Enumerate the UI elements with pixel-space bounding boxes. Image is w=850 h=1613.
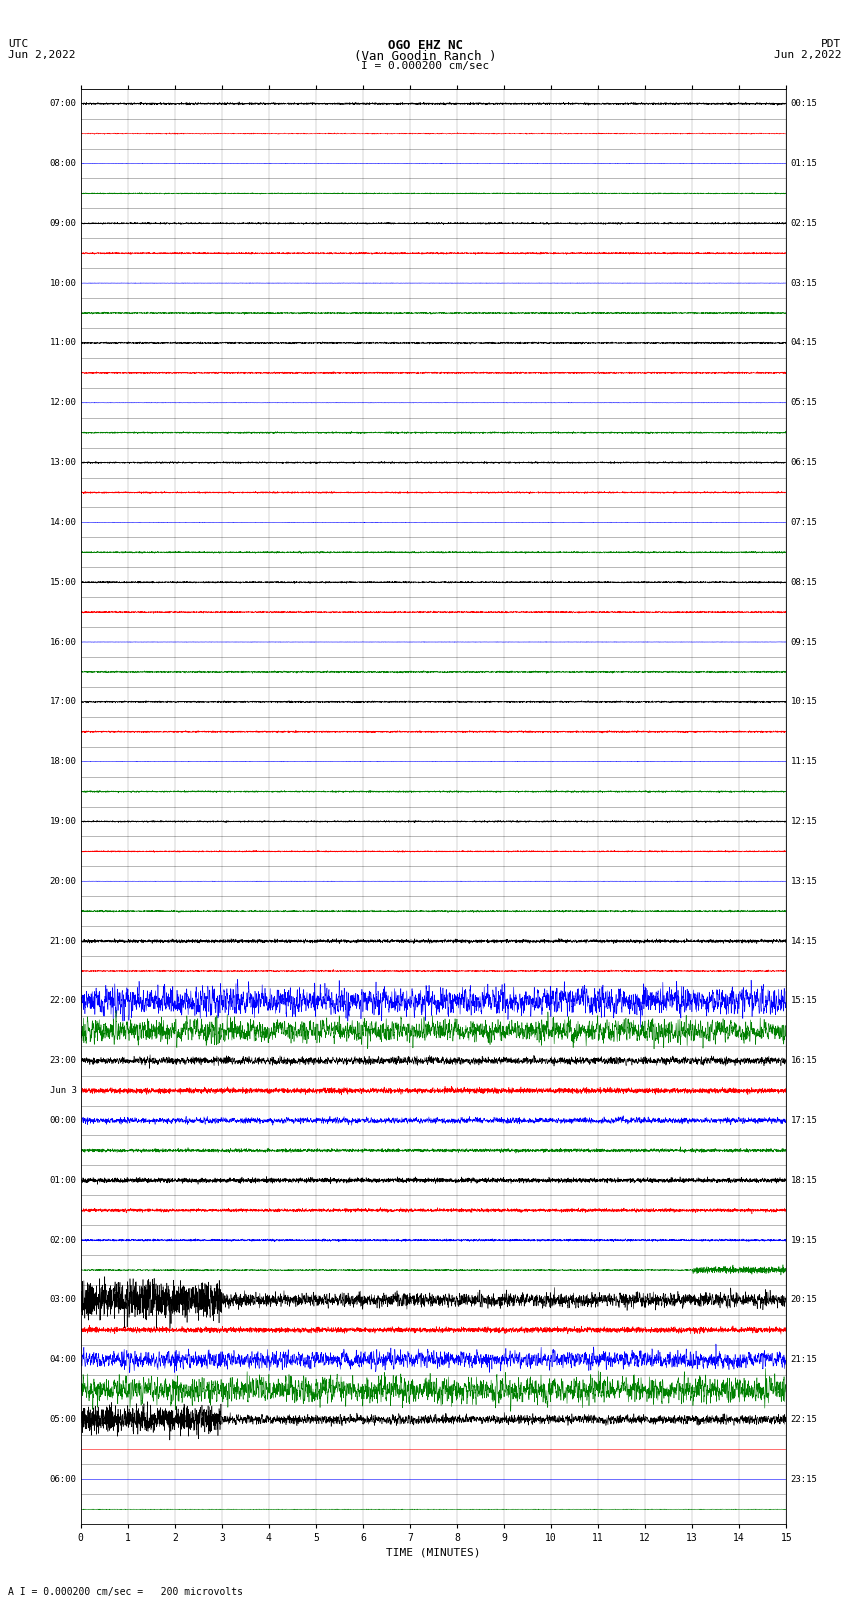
Text: 10:00: 10:00 [49, 279, 76, 287]
Text: 01:15: 01:15 [790, 160, 818, 168]
Text: 04:15: 04:15 [790, 339, 818, 347]
Text: 17:00: 17:00 [49, 697, 76, 706]
Text: 15:15: 15:15 [790, 997, 818, 1005]
X-axis label: TIME (MINUTES): TIME (MINUTES) [386, 1547, 481, 1558]
Text: 16:00: 16:00 [49, 637, 76, 647]
Text: 23:15: 23:15 [790, 1474, 818, 1484]
Text: 02:15: 02:15 [790, 219, 818, 227]
Text: 17:15: 17:15 [790, 1116, 818, 1124]
Text: 03:15: 03:15 [790, 279, 818, 287]
Text: 09:15: 09:15 [790, 637, 818, 647]
Text: 07:15: 07:15 [790, 518, 818, 527]
Text: 18:00: 18:00 [49, 756, 76, 766]
Text: (Van Goodin Ranch ): (Van Goodin Ranch ) [354, 50, 496, 63]
Text: 22:00: 22:00 [49, 997, 76, 1005]
Text: 11:00: 11:00 [49, 339, 76, 347]
Text: 10:15: 10:15 [790, 697, 818, 706]
Text: Jun 3: Jun 3 [49, 1086, 76, 1095]
Text: 19:00: 19:00 [49, 816, 76, 826]
Text: 00:15: 00:15 [790, 98, 818, 108]
Text: 14:00: 14:00 [49, 518, 76, 527]
Text: 22:15: 22:15 [790, 1415, 818, 1424]
Text: 08:00: 08:00 [49, 160, 76, 168]
Text: 02:00: 02:00 [49, 1236, 76, 1245]
Text: 20:00: 20:00 [49, 877, 76, 886]
Text: UTC: UTC [8, 39, 29, 48]
Text: 11:15: 11:15 [790, 756, 818, 766]
Text: 08:15: 08:15 [790, 577, 818, 587]
Text: 06:00: 06:00 [49, 1474, 76, 1484]
Text: 18:15: 18:15 [790, 1176, 818, 1186]
Text: Jun 2,2022: Jun 2,2022 [774, 50, 842, 60]
Text: 01:00: 01:00 [49, 1176, 76, 1186]
Text: 07:00: 07:00 [49, 98, 76, 108]
Text: A I = 0.000200 cm/sec =   200 microvolts: A I = 0.000200 cm/sec = 200 microvolts [8, 1587, 243, 1597]
Text: I = 0.000200 cm/sec: I = 0.000200 cm/sec [361, 61, 489, 71]
Text: 13:00: 13:00 [49, 458, 76, 468]
Text: 20:15: 20:15 [790, 1295, 818, 1305]
Text: PDT: PDT [821, 39, 842, 48]
Text: 14:15: 14:15 [790, 937, 818, 945]
Text: 15:00: 15:00 [49, 577, 76, 587]
Text: 04:00: 04:00 [49, 1355, 76, 1365]
Text: 12:00: 12:00 [49, 398, 76, 406]
Text: OGO EHZ NC: OGO EHZ NC [388, 39, 462, 52]
Text: 05:15: 05:15 [790, 398, 818, 406]
Text: 12:15: 12:15 [790, 816, 818, 826]
Text: 00:00: 00:00 [49, 1116, 76, 1124]
Text: 21:00: 21:00 [49, 937, 76, 945]
Text: 19:15: 19:15 [790, 1236, 818, 1245]
Text: 23:00: 23:00 [49, 1057, 76, 1065]
Text: 05:00: 05:00 [49, 1415, 76, 1424]
Text: 06:15: 06:15 [790, 458, 818, 468]
Text: Jun 2,2022: Jun 2,2022 [8, 50, 76, 60]
Text: 21:15: 21:15 [790, 1355, 818, 1365]
Text: 13:15: 13:15 [790, 877, 818, 886]
Text: 09:00: 09:00 [49, 219, 76, 227]
Text: 16:15: 16:15 [790, 1057, 818, 1065]
Text: 03:00: 03:00 [49, 1295, 76, 1305]
